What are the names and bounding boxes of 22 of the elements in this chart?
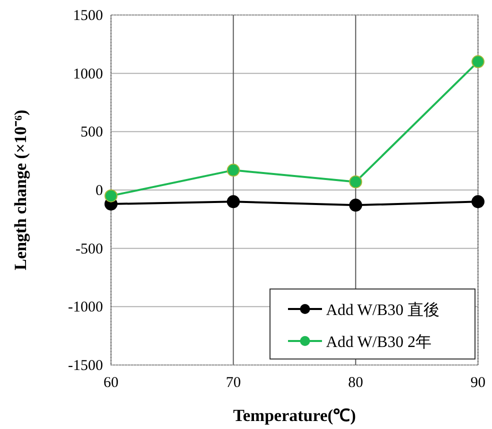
point [349,175,362,188]
point [472,195,484,208]
point [226,164,240,177]
y-tick-label: -1000 [68,300,103,316]
y-axis-title: Length change (×10⁻⁶) [11,110,30,270]
x-tick-label: 80 [348,375,364,391]
y-tick-label: 1000 [73,66,103,82]
x-tick-label: 70 [226,375,241,391]
point [472,55,484,68]
y-tick-label: 500 [80,124,103,141]
y-tick-label: -1500 [68,358,103,374]
x-tick-label: 90 [470,375,486,391]
point [226,195,240,208]
point [349,198,362,212]
y-tick-label: 1500 [73,8,103,24]
y-tick-label: -500 [76,241,103,258]
x-axis-title: Temperature(℃) [233,406,356,425]
x-tick-label: 60 [104,375,118,391]
legend-label: Add W/B30 2年 [326,334,432,351]
legend-label: Add W/B30 直後 [326,301,440,319]
point [104,189,118,202]
y-tick-label: 0 [96,183,103,199]
